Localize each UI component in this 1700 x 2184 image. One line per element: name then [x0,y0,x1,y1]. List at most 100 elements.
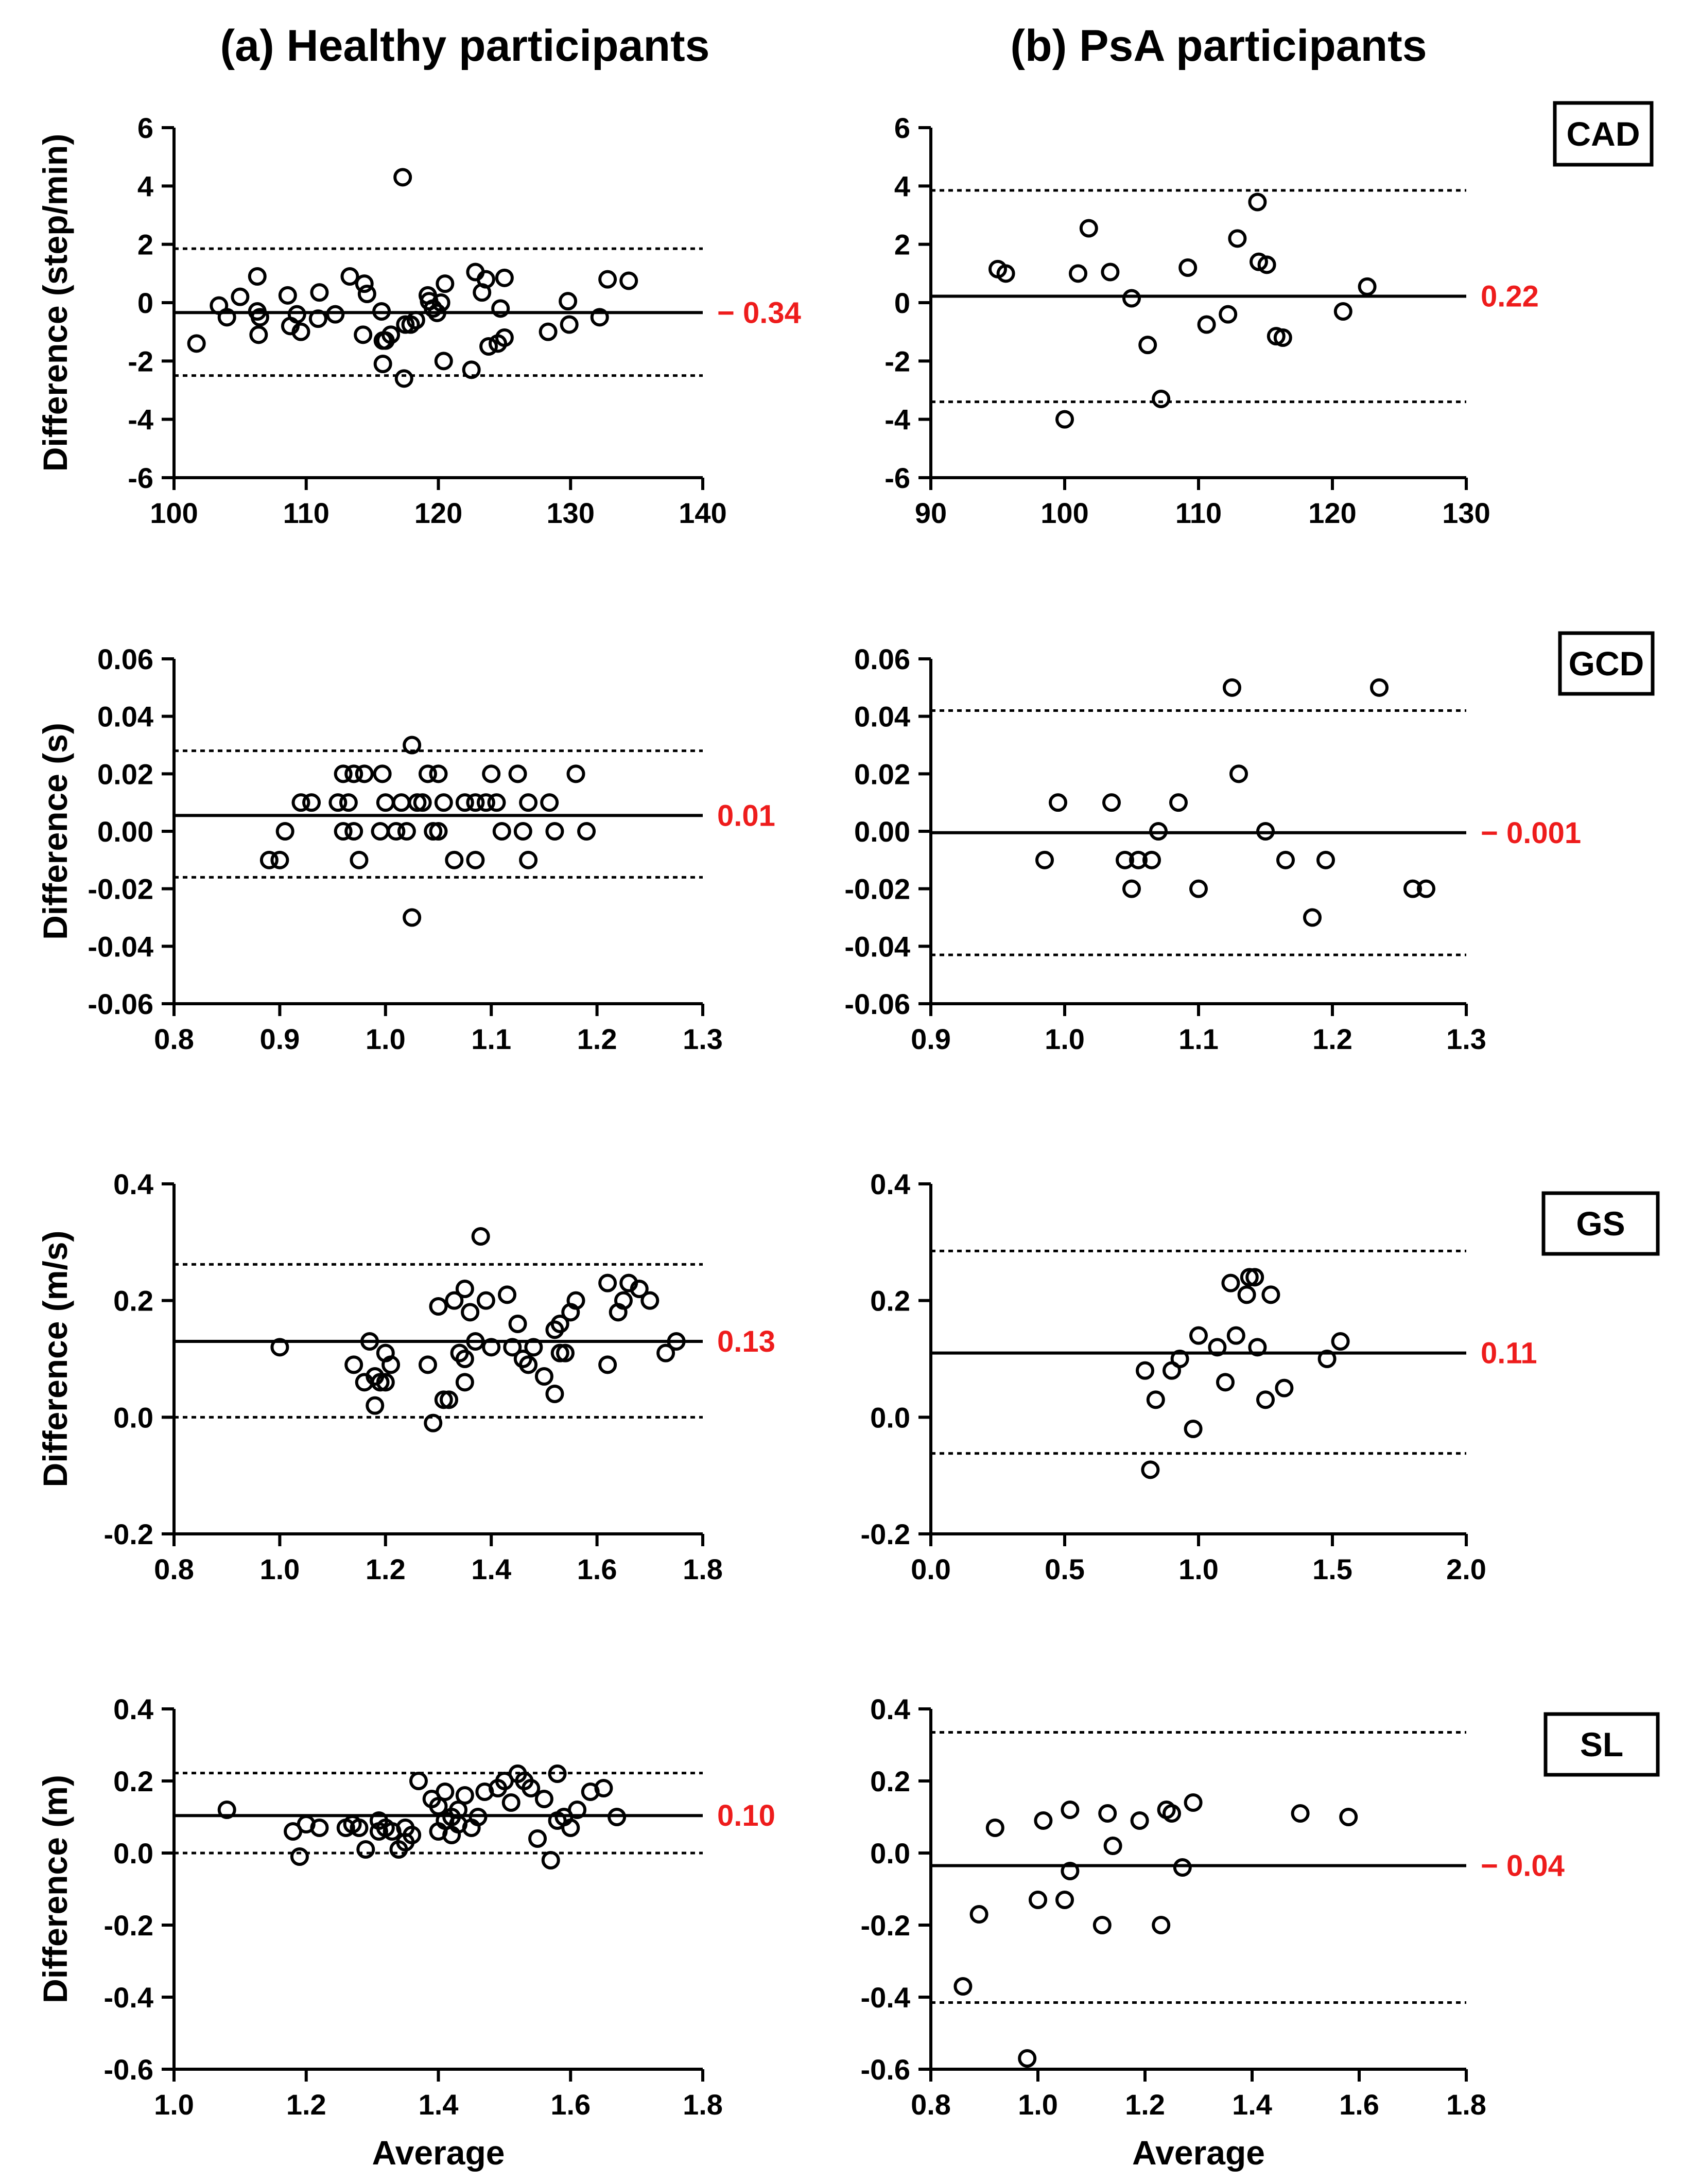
data-point [534,1367,553,1386]
data-point [545,822,564,841]
data-point [1275,1378,1294,1397]
data-point [1129,850,1148,869]
x-tick-label: 0.8 [154,1553,194,1585]
x-tick-label: 130 [1442,497,1490,529]
x-tick-label: 1.8 [683,2088,723,2121]
data-point [372,302,391,321]
data-point [466,850,485,869]
data-point [340,267,359,286]
metric-tag-box [1541,1191,1660,1256]
y-tick-label: 0.02 [97,758,153,790]
y-tick-label: -0.02 [88,873,153,905]
y-tick-label: 0.00 [97,815,153,848]
x-tick-label: 1.4 [1232,2088,1272,2121]
data-point [1256,1390,1275,1409]
data-point [524,1338,543,1357]
metric-tag-label: GCD [1569,644,1644,683]
x-axis-title: Average [372,2134,505,2172]
x-tick-label: 0.0 [911,1553,951,1585]
data-point [1245,1268,1264,1287]
y-tick-label: 0.2 [870,1285,910,1317]
y-tick-label: 0.06 [854,643,910,675]
data-point [344,822,363,841]
data-point [1184,1420,1203,1438]
data-point [408,793,427,812]
y-tick-label: 0.4 [870,1168,910,1200]
data-point [1219,305,1238,324]
y-tick-label: 0.02 [854,758,910,790]
y-tick-label: -0.06 [844,988,910,1020]
data-point [495,268,514,287]
data-point [1184,1793,1203,1812]
data-point [1273,328,1292,347]
y-tick-label: 0.0 [113,1401,153,1434]
data-point [1276,850,1295,869]
mean-difference-label: 0.01 [717,799,775,832]
data-point [290,1847,309,1866]
y-tick-label: 0 [137,287,153,319]
data-point [1149,822,1168,841]
data-point [608,1808,627,1826]
data-point [418,764,437,783]
data-point [1069,264,1087,283]
data-point [1331,1332,1350,1351]
mean-difference-label: − 0.34 [717,296,801,329]
data-point [577,822,596,841]
data-point [1403,879,1422,898]
data-point [1178,258,1198,277]
data-point [424,822,443,841]
x-tick-label: 100 [1040,497,1088,529]
y-axis-title: Difference (m/s) [36,1231,74,1488]
data-point [1142,850,1161,869]
chart-panel-cad-healthy: -6 -4 -2 0 2 4 6 100 110 120 130 140 − 0.34 Differenc… [36,112,801,529]
data-point [969,1905,988,1924]
metric-tag-label: SL [1580,1725,1623,1763]
y-tick-label: -4 [884,404,910,436]
data-point [1248,1338,1267,1357]
data-point [291,793,310,812]
data-point [360,1332,379,1351]
x-tick-label: 1.2 [366,1553,406,1585]
data-point [508,1315,527,1333]
chart-panel-cad-psa: -6 -4 -2 0 2 4 6 90 100 110 120 130 0.22 CAD [884,101,1654,529]
y-tick-label: 0.00 [854,815,910,848]
y-tick-label: 4 [137,170,153,202]
data-point [1079,219,1098,238]
x-tick-label: 0.5 [1045,1553,1085,1585]
data-point [1226,1326,1245,1345]
data-point [418,1355,437,1374]
x-tick-label: 1.6 [1339,2088,1379,2121]
data-point [466,793,485,812]
data-point [1122,879,1141,898]
y-tick-label: -0.06 [88,988,153,1020]
y-tick-label: -6 [884,462,910,494]
data-point [568,1801,587,1819]
data-point [434,1390,453,1409]
data-point [1136,1361,1154,1380]
x-tick-label: 1.0 [1045,1023,1085,1055]
data-point [1256,822,1275,841]
data-point [445,850,464,869]
mean-difference-label: 0.13 [717,1325,775,1358]
data-point [187,334,206,353]
data-point [461,1303,480,1322]
data-point [217,308,236,327]
data-point [1101,263,1120,282]
x-tick-label: 0.9 [911,1023,951,1055]
data-point [556,1343,575,1362]
data-point [1152,390,1171,408]
data-point [548,1764,567,1783]
data-point [1257,255,1276,274]
y-axis-title: Difference (m) [36,1775,74,2003]
y-tick-label: -0.4 [861,1981,911,2014]
y-tick-label: -6 [128,462,153,494]
metric-tag-box [1558,631,1655,696]
data-point [561,1819,580,1837]
data-point [1146,1390,1165,1409]
data-point [455,1786,474,1805]
chart-panel-sl-psa: -0.6 -0.4 -0.2 0.0 0.2 0.4 0.8 1.0 1.2 1.4 1.6 1.8 −… [861,1693,1660,2172]
data-point [1130,1811,1149,1830]
data-point [1163,1804,1181,1823]
data-point [566,764,585,783]
